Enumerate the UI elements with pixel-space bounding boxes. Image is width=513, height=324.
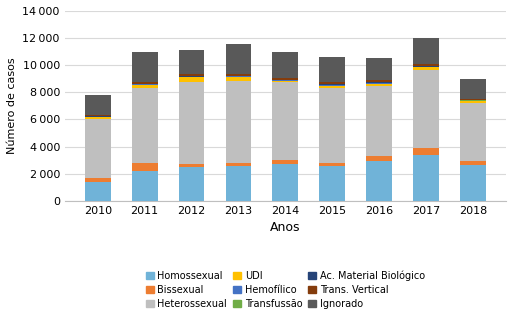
Bar xyxy=(179,77,205,82)
Bar xyxy=(132,82,157,84)
Bar xyxy=(226,76,251,77)
Bar xyxy=(132,171,157,201)
Bar xyxy=(85,116,111,117)
Bar xyxy=(85,182,111,201)
Bar xyxy=(320,166,345,201)
Bar xyxy=(366,86,392,156)
Bar xyxy=(85,120,111,178)
Bar xyxy=(226,166,251,201)
Bar xyxy=(132,85,157,87)
Bar xyxy=(413,38,439,64)
Bar xyxy=(320,88,345,163)
Bar xyxy=(226,74,251,76)
Bar xyxy=(366,156,392,161)
Bar xyxy=(366,83,392,84)
Bar xyxy=(226,77,251,81)
Bar xyxy=(366,80,392,82)
Bar xyxy=(85,95,111,115)
Bar xyxy=(179,74,205,76)
Bar xyxy=(272,159,298,164)
Bar xyxy=(320,57,345,82)
Bar xyxy=(460,161,486,165)
Bar xyxy=(320,82,345,85)
Bar xyxy=(272,82,298,159)
Y-axis label: Número de casos: Número de casos xyxy=(7,58,17,154)
Bar xyxy=(366,84,392,86)
Bar xyxy=(132,52,157,82)
Bar xyxy=(179,50,205,74)
Bar xyxy=(320,86,345,88)
Bar xyxy=(460,165,486,201)
Bar xyxy=(85,178,111,182)
Bar xyxy=(460,102,486,161)
Bar xyxy=(460,79,486,99)
Bar xyxy=(272,81,298,82)
Bar xyxy=(226,81,251,163)
Bar xyxy=(132,163,157,171)
Bar xyxy=(320,85,345,86)
Bar xyxy=(226,163,251,166)
Bar xyxy=(413,155,439,201)
Bar xyxy=(413,70,439,148)
Bar xyxy=(366,161,392,201)
Bar xyxy=(320,163,345,166)
Bar xyxy=(226,43,251,74)
Bar xyxy=(132,87,157,163)
Bar xyxy=(460,99,486,100)
Bar xyxy=(413,148,439,155)
Bar xyxy=(272,52,298,78)
Bar xyxy=(85,115,111,116)
Bar xyxy=(85,117,111,120)
Bar xyxy=(179,164,205,167)
Bar xyxy=(179,76,205,77)
Bar xyxy=(272,78,298,80)
Bar xyxy=(366,82,392,83)
Bar xyxy=(366,58,392,80)
Bar xyxy=(179,82,205,164)
Bar xyxy=(413,64,439,66)
X-axis label: Anos: Anos xyxy=(270,221,301,234)
Bar xyxy=(272,164,298,201)
Bar xyxy=(413,67,439,70)
Legend: Homossexual, Bissexual, Heterossexual, UDI, Hemofílico, Transfussão, Ac. Materia: Homossexual, Bissexual, Heterossexual, U… xyxy=(142,267,429,313)
Bar xyxy=(460,101,486,102)
Bar xyxy=(272,80,298,81)
Bar xyxy=(179,167,205,201)
